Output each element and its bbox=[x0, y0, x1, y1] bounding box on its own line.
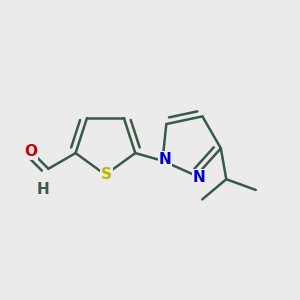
Text: S: S bbox=[101, 167, 112, 182]
Text: N: N bbox=[192, 169, 205, 184]
Text: O: O bbox=[24, 144, 38, 159]
Text: H: H bbox=[37, 182, 49, 197]
Text: N: N bbox=[159, 152, 172, 167]
